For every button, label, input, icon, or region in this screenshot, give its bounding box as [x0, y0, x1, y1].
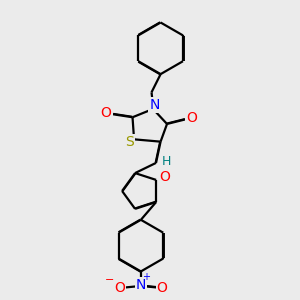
- Text: O: O: [157, 280, 168, 295]
- Text: N: N: [149, 98, 160, 112]
- Text: O: O: [159, 170, 170, 184]
- Text: S: S: [125, 135, 134, 149]
- Text: N: N: [136, 278, 146, 292]
- Text: O: O: [101, 106, 112, 120]
- Text: +: +: [142, 272, 150, 283]
- Text: H: H: [162, 155, 171, 168]
- Text: −: −: [105, 275, 114, 285]
- Text: O: O: [187, 111, 197, 125]
- Text: O: O: [114, 280, 125, 295]
